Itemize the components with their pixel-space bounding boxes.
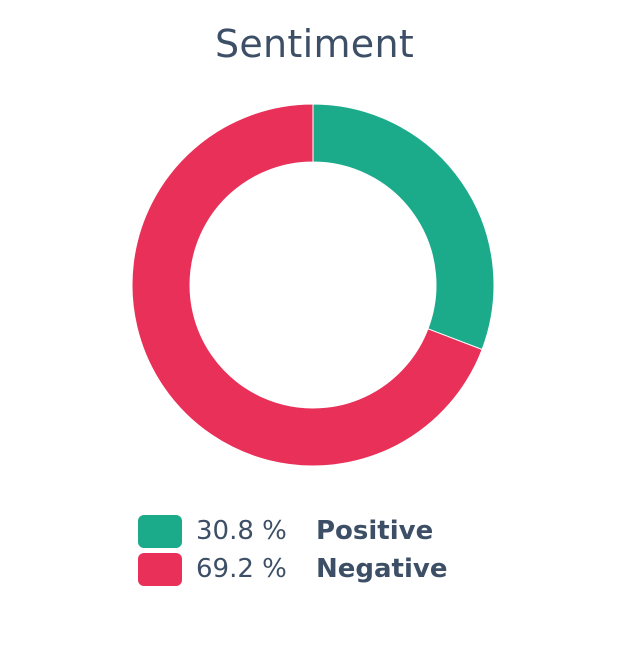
- chart-title: Sentiment: [214, 22, 415, 66]
- legend-label-positive: Positive: [316, 516, 434, 546]
- legend-label-negative: Negative: [316, 554, 448, 584]
- donut-slice-negative: [131, 103, 483, 467]
- legend-swatch-positive: [138, 514, 182, 548]
- legend-item-negative: 69.2 % Negative: [138, 550, 447, 588]
- legend-item-positive: 30.8 % Positive: [138, 512, 447, 550]
- legend-value-negative: 69.2 %: [196, 554, 287, 584]
- legend-swatch-negative: [138, 552, 182, 586]
- legend-value-positive: 30.8 %: [196, 516, 287, 546]
- donut-slice-positive: [312, 103, 495, 351]
- legend: 30.8 % Positive 69.2 % Negative: [138, 512, 447, 588]
